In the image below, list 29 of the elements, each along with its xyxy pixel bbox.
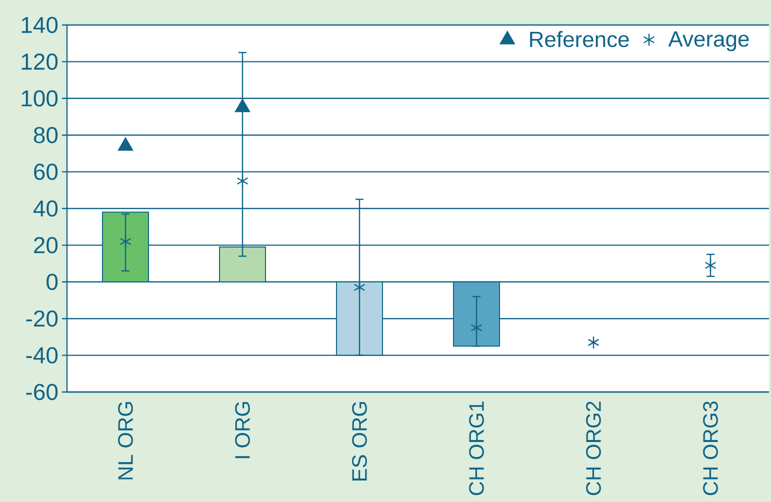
y-tick-label: 120 xyxy=(22,54,58,70)
point xyxy=(236,174,248,188)
legend-label: Reference xyxy=(530,31,629,48)
x-tick-label: ES ORG xyxy=(352,402,367,480)
legend-label: Average xyxy=(668,31,749,52)
y-tick-label: -40 xyxy=(26,347,58,364)
y-tick-label: 0 xyxy=(46,274,58,290)
bar xyxy=(102,212,150,282)
x-tick-label: CH ORG3 xyxy=(703,401,718,496)
point xyxy=(354,280,366,294)
point xyxy=(588,336,600,350)
y-tick-label: 20 xyxy=(34,237,58,254)
y-tick-label: -60 xyxy=(26,384,58,400)
point xyxy=(470,321,482,334)
y-tick-label: -20 xyxy=(26,310,58,327)
point xyxy=(704,258,716,272)
y-tick-label: 60 xyxy=(34,164,58,180)
bar xyxy=(453,281,500,347)
x-tick-label: CH ORG1 xyxy=(469,402,484,496)
x-tick-label: NL ORG xyxy=(118,402,133,480)
y-tick-label: 80 xyxy=(34,126,58,144)
y-tick-label: 40 xyxy=(33,200,58,217)
y-tick-label: 100 xyxy=(22,90,58,107)
point xyxy=(120,234,132,248)
point xyxy=(234,98,250,112)
x-tick-label: CH ORG2 xyxy=(586,402,601,496)
x-tick-label: I ORG xyxy=(235,402,250,458)
point xyxy=(118,138,134,151)
y-tick-label: 140 xyxy=(22,16,58,34)
